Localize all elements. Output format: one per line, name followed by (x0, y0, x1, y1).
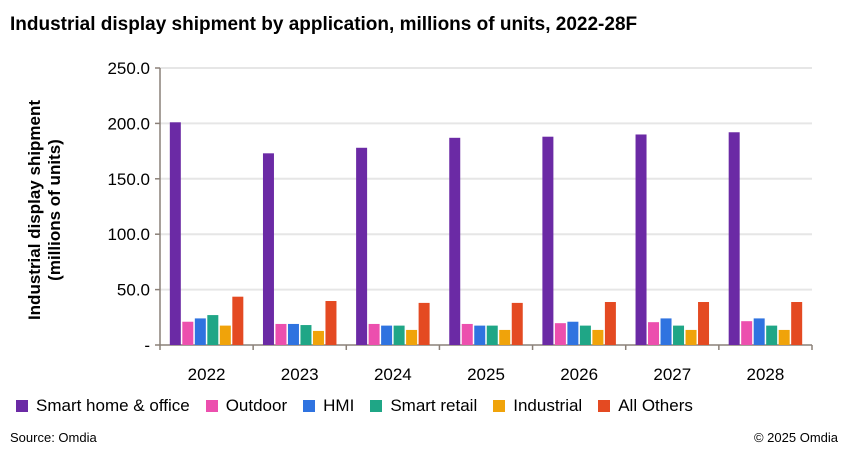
legend: Smart home & office Outdoor HMI Smart retai… (16, 396, 709, 416)
bar-all-others (791, 302, 803, 345)
legend-swatch (493, 400, 506, 412)
bar-smart-home-office (728, 132, 740, 345)
bar-hmi (567, 321, 579, 345)
legend-swatch (370, 400, 383, 412)
bar-smart-home-office (169, 122, 181, 346)
legend-label: Smart retail (390, 396, 478, 415)
y-tick-label: 250.0 (107, 59, 150, 78)
bar-industrial (592, 329, 604, 345)
y-axis-label: Industrial display shipment(millions of … (25, 100, 64, 320)
bar-industrial (312, 330, 324, 345)
bar-smart-retail (486, 325, 498, 345)
legend-swatch (205, 400, 218, 412)
bar-industrial (219, 325, 231, 345)
bar-hmi (381, 325, 393, 345)
bar-smart-home-office (635, 134, 647, 345)
bar-outdoor (368, 323, 380, 345)
bar-hmi (660, 318, 672, 345)
bar-all-others (698, 302, 710, 345)
bar-hmi (194, 318, 206, 345)
legend-label: Outdoor (225, 396, 288, 415)
y-tick-label: 200.0 (107, 114, 150, 133)
bar-outdoor (275, 323, 287, 345)
bar-industrial (406, 329, 418, 345)
legend-swatch (598, 400, 611, 412)
bar-outdoor (554, 323, 566, 345)
chart-title: Industrial display shipment by applicati… (10, 14, 638, 35)
legend-item: Smart retail (370, 396, 477, 416)
x-tick-label: 2026 (560, 365, 598, 384)
bar-all-others (232, 296, 244, 345)
bar-outdoor (741, 321, 753, 345)
bar-smart-home-office (262, 153, 274, 345)
legend-label: All Others (618, 396, 693, 415)
legend-item: Outdoor (205, 396, 288, 416)
bar-all-others (604, 302, 616, 345)
x-tick-label: 2028 (747, 365, 785, 384)
x-tick-label: 2025 (467, 365, 505, 384)
x-tick-label: 2027 (653, 365, 691, 384)
bar-smart-retail (393, 325, 405, 345)
bar-smart-retail (673, 325, 685, 345)
y-tick-label: 150.0 (107, 170, 150, 189)
legend-item: HMI (303, 396, 354, 416)
copyright: © 2025 Omdia (753, 430, 838, 445)
y-axis-label-line: (millions of units) (45, 139, 64, 281)
source-note: Source: Omdia (10, 430, 97, 445)
bar-outdoor (461, 323, 473, 345)
legend-item: Industrial (493, 396, 582, 416)
bar-industrial (685, 329, 697, 345)
x-tick-label: 2024 (374, 365, 412, 384)
bar-industrial (499, 329, 511, 345)
y-tick-label: 50.0 (117, 281, 150, 300)
bar-hmi (753, 318, 765, 345)
legend-label: Smart home & office (36, 396, 190, 415)
bar-all-others (325, 301, 337, 345)
y-tick-label: - (144, 336, 150, 355)
legend-item: All Others (598, 396, 693, 416)
bar-smart-retail (579, 325, 591, 345)
bar-hmi (474, 325, 486, 345)
bar-all-others (511, 302, 523, 345)
bar-outdoor (648, 322, 660, 345)
bar-hmi (287, 323, 299, 345)
legend-label: HMI (323, 396, 355, 415)
bar-all-others (418, 302, 430, 345)
legend-swatch (16, 400, 28, 412)
x-tick-label: 2023 (281, 365, 319, 384)
legend-item: Smart home & office (16, 396, 190, 416)
bar-smart-home-office (356, 147, 368, 345)
bar-smart-home-office (542, 136, 554, 345)
bar-smart-home-office (449, 137, 461, 345)
bar-smart-retail (766, 325, 778, 345)
y-tick-label: 100.0 (107, 225, 150, 244)
legend-label: Industrial (513, 396, 583, 415)
bar-industrial (778, 329, 790, 345)
legend-swatch (303, 400, 316, 412)
bar-smart-retail (300, 325, 312, 345)
y-axis-label-line: Industrial display shipment (25, 100, 44, 320)
x-tick-label: 2022 (188, 365, 226, 384)
bar-smart-retail (207, 315, 219, 345)
bar-outdoor (182, 321, 194, 345)
